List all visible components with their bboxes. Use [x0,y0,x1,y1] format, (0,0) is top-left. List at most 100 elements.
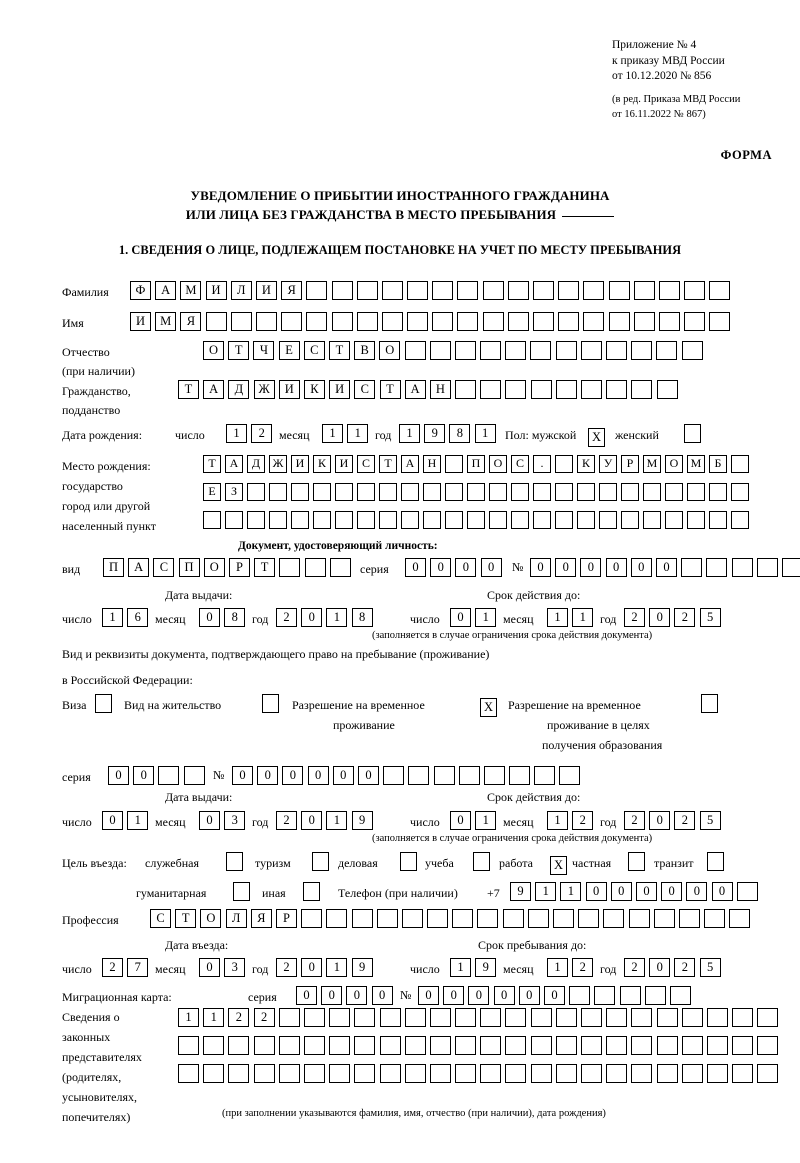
char-cell[interactable]: А [401,455,419,473]
char-cell[interactable]: 2 [624,608,645,627]
char-cell[interactable]: И [291,455,309,473]
char-cell[interactable] [530,1036,552,1055]
char-cell[interactable]: 1 [474,424,496,443]
char-cell[interactable]: 1 [547,811,568,830]
char-cell[interactable]: 0 [711,882,733,901]
char-cell[interactable] [331,281,353,300]
char-cell[interactable]: 0 [301,608,323,627]
char-cell[interactable] [404,1008,426,1027]
char-cell[interactable] [335,483,353,501]
char-cell[interactable]: Я [180,312,202,331]
char-cell[interactable] [704,909,726,928]
char-cell[interactable] [452,909,474,928]
char-cell[interactable]: 0 [630,558,652,577]
char-cell[interactable] [357,483,375,501]
char-cell[interactable]: 1 [203,1008,225,1027]
char-cell[interactable] [509,766,531,785]
char-cell[interactable]: П [103,558,124,577]
char-cell[interactable] [781,558,800,577]
char-cell[interactable] [681,1064,703,1083]
char-cell[interactable]: Р [275,909,297,928]
char-cell[interactable] [533,511,551,529]
char-cell[interactable]: 1 [326,608,348,627]
char-cell[interactable] [555,1064,577,1083]
char-cell[interactable]: 9 [510,882,531,901]
char-cell[interactable]: Т [328,341,350,360]
char-cell[interactable]: М [155,312,177,331]
char-cell[interactable] [665,511,683,529]
permit-option-education-checkbox[interactable] [701,694,718,714]
char-cell[interactable] [445,455,463,473]
char-cell[interactable]: К [303,380,325,399]
char-cell[interactable] [709,483,727,501]
char-cell[interactable] [709,312,731,331]
purpose-transit-checkbox[interactable] [707,852,724,872]
purpose-tourism-checkbox[interactable] [312,852,329,872]
char-cell[interactable] [558,312,580,331]
char-cell[interactable] [356,281,378,300]
sex-male-checkbox[interactable]: X [588,424,605,447]
char-cell[interactable]: 1 [475,608,497,627]
char-cell[interactable]: В [354,341,376,360]
char-cell[interactable] [480,1064,502,1083]
char-cell[interactable] [656,1064,678,1083]
char-cell[interactable]: Д [228,380,250,399]
char-cell[interactable]: 7 [127,958,149,977]
char-cell[interactable]: 2 [624,958,645,977]
char-cell[interactable] [401,511,419,529]
char-cell[interactable] [467,511,485,529]
char-cell[interactable]: Е [203,483,221,501]
char-cell[interactable]: О [665,455,683,473]
char-cell[interactable]: 2 [572,811,594,830]
char-cell[interactable] [404,341,426,360]
char-cell[interactable] [354,1008,376,1027]
char-cell[interactable] [457,281,479,300]
char-cell[interactable]: 0 [232,766,253,785]
char-cell[interactable] [329,558,351,577]
char-cell[interactable]: 1 [178,1008,199,1027]
char-cell[interactable] [335,511,353,529]
char-cell[interactable] [583,281,605,300]
char-cell[interactable] [278,1036,300,1055]
char-cell[interactable] [577,511,595,529]
char-cell[interactable] [665,483,683,501]
char-cell[interactable] [505,341,527,360]
char-cell[interactable] [278,1008,300,1027]
char-cell[interactable]: 0 [649,608,671,627]
char-cell[interactable]: 0 [686,882,708,901]
char-cell[interactable] [429,1008,451,1027]
char-cell[interactable] [507,281,529,300]
char-cell[interactable] [569,986,591,1005]
char-cell[interactable]: А [225,455,243,473]
char-cell[interactable]: Ф [130,281,151,300]
char-cell[interactable] [555,455,573,473]
char-cell[interactable]: 1 [326,811,348,830]
char-cell[interactable]: 0 [585,882,607,901]
char-cell[interactable] [505,380,527,399]
char-cell[interactable]: 5 [699,811,721,830]
char-cell[interactable] [505,1064,527,1083]
char-cell[interactable] [301,909,323,928]
char-cell[interactable] [599,483,617,501]
representatives-row2-grid[interactable] [178,1036,779,1055]
char-cell[interactable]: 0 [555,558,577,577]
char-cell[interactable]: П [467,455,485,473]
char-cell[interactable] [178,1036,199,1055]
char-cell[interactable] [580,341,602,360]
char-cell[interactable] [376,909,398,928]
char-cell[interactable] [313,511,331,529]
char-cell[interactable] [633,312,655,331]
char-cell[interactable]: 0 [199,608,220,627]
char-cell[interactable] [555,483,573,501]
char-cell[interactable] [643,483,661,501]
char-cell[interactable]: 0 [450,811,471,830]
char-cell[interactable]: А [128,558,150,577]
char-cell[interactable] [621,511,639,529]
